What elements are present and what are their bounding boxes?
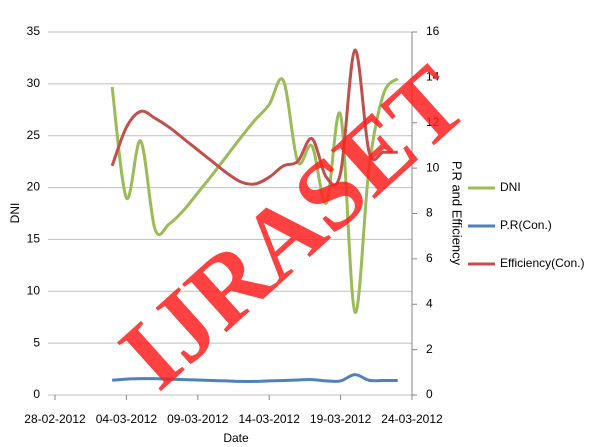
x-tick-label: 24-03-2012: [381, 412, 443, 426]
x-tick-label: 19-03-2012: [310, 412, 372, 426]
y-tick-label: 0: [33, 387, 40, 401]
y2-tick-label: 16: [426, 24, 440, 38]
y2-tick-label: 2: [426, 342, 433, 356]
x-tick-label: 09-03-2012: [167, 412, 229, 426]
x-axis-title: Date: [223, 431, 249, 445]
y2-tick-label: 6: [426, 251, 433, 265]
y-tick-label: 25: [27, 128, 41, 142]
y-tick-label: 20: [27, 180, 41, 194]
series-line: [110, 77, 399, 314]
y-tick-label: 30: [27, 76, 41, 90]
y-tick-label: 35: [27, 24, 41, 38]
y-axis-title: DNI: [8, 203, 22, 224]
y2-axis-title: P.R and Efficiency: [450, 161, 465, 266]
y2-tick-label: 4: [426, 296, 433, 310]
y2-tick-label: 12: [426, 115, 440, 129]
y2-tick-label: 0: [426, 387, 433, 401]
x-tick-label: 04-03-2012: [96, 412, 158, 426]
y-tick-label: 5: [33, 335, 40, 349]
legend-label: DNI: [500, 180, 521, 194]
legend-label: P.R(Con.): [500, 218, 552, 232]
y2-tick-label: 14: [426, 70, 440, 84]
x-tick-label: 28-02-2012: [24, 412, 86, 426]
x-tick-label: 14-03-2012: [239, 412, 301, 426]
y2-tick-label: 8: [426, 206, 433, 220]
legend-label: Efficiency(Con.): [500, 256, 584, 270]
y-tick-label: 15: [27, 232, 41, 246]
y-tick-label: 10: [27, 283, 41, 297]
series-line: [112, 373, 398, 383]
series-line: [110, 48, 398, 187]
y2-tick-label: 10: [426, 160, 440, 174]
